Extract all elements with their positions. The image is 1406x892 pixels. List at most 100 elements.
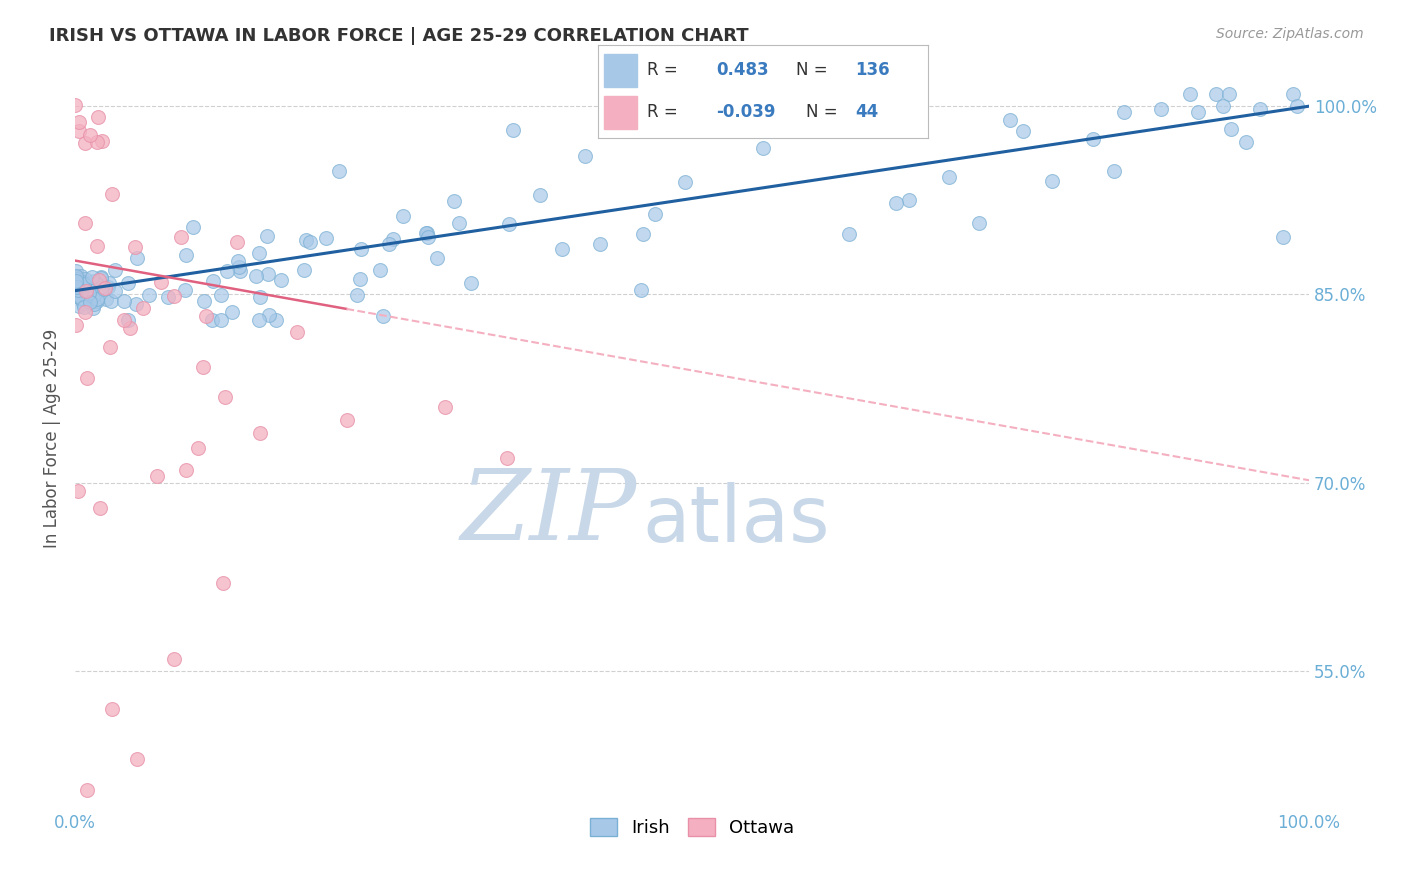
Point bbox=[98, 340, 121, 354]
Text: -0.039: -0.039 bbox=[717, 103, 776, 121]
Point bbox=[87, 273, 110, 287]
Point bbox=[328, 163, 350, 178]
Point bbox=[65, 274, 87, 288]
Point bbox=[73, 279, 96, 293]
Text: R =: R = bbox=[647, 103, 683, 121]
Point bbox=[229, 264, 252, 278]
Point bbox=[118, 320, 141, 334]
Point bbox=[72, 284, 94, 298]
Text: 44: 44 bbox=[855, 103, 879, 121]
Point bbox=[630, 283, 652, 297]
Point bbox=[264, 312, 287, 326]
Point bbox=[426, 251, 449, 265]
Point bbox=[65, 268, 87, 283]
Point bbox=[66, 276, 89, 290]
Point bbox=[247, 312, 270, 326]
Point bbox=[94, 293, 117, 307]
Point bbox=[70, 275, 93, 289]
Point bbox=[98, 277, 121, 291]
Point bbox=[117, 312, 139, 326]
Point bbox=[91, 134, 114, 148]
Text: ZIP: ZIP bbox=[460, 466, 637, 560]
Point bbox=[100, 187, 122, 202]
Point bbox=[117, 276, 139, 290]
Point bbox=[315, 230, 337, 244]
Point bbox=[101, 702, 124, 716]
Text: atlas: atlas bbox=[643, 483, 830, 558]
Point bbox=[67, 288, 90, 302]
Point bbox=[257, 267, 280, 281]
Point bbox=[72, 286, 94, 301]
Point bbox=[86, 135, 108, 149]
Point bbox=[83, 288, 105, 302]
Point bbox=[93, 282, 115, 296]
Point bbox=[73, 216, 96, 230]
Point bbox=[93, 281, 115, 295]
Point bbox=[63, 278, 86, 293]
Point bbox=[86, 293, 108, 308]
Point bbox=[214, 390, 236, 404]
Point bbox=[415, 226, 437, 240]
Point bbox=[221, 305, 243, 319]
Point bbox=[460, 276, 482, 290]
Point bbox=[63, 289, 86, 303]
Point bbox=[1112, 105, 1135, 120]
Point bbox=[75, 285, 97, 299]
Point bbox=[257, 308, 280, 322]
Point bbox=[125, 297, 148, 311]
Point bbox=[79, 128, 101, 142]
Point bbox=[443, 194, 465, 209]
Point bbox=[125, 251, 148, 265]
Point bbox=[350, 243, 373, 257]
Point bbox=[66, 280, 89, 294]
Text: 0.483: 0.483 bbox=[717, 61, 769, 78]
Point bbox=[65, 318, 87, 332]
Point bbox=[1218, 87, 1240, 101]
Text: N =: N = bbox=[806, 103, 842, 121]
Point bbox=[225, 235, 247, 249]
Point bbox=[90, 271, 112, 285]
Point bbox=[226, 254, 249, 268]
Point bbox=[72, 274, 94, 288]
Point bbox=[89, 500, 111, 515]
Point bbox=[938, 170, 960, 185]
Point bbox=[75, 294, 97, 309]
Text: IRISH VS OTTAWA IN LABOR FORCE | AGE 25-29 CORRELATION CHART: IRISH VS OTTAWA IN LABOR FORCE | AGE 25-… bbox=[49, 27, 749, 45]
Point bbox=[72, 277, 94, 292]
Point bbox=[335, 413, 357, 427]
Point bbox=[644, 207, 666, 221]
Point bbox=[529, 188, 551, 202]
Point bbox=[67, 123, 90, 137]
Point bbox=[228, 260, 250, 274]
Point bbox=[150, 275, 173, 289]
Point bbox=[967, 217, 990, 231]
Point bbox=[187, 441, 209, 455]
Point bbox=[104, 262, 127, 277]
Point bbox=[1180, 87, 1202, 101]
Point bbox=[73, 277, 96, 292]
Point bbox=[97, 280, 120, 294]
Point bbox=[65, 264, 87, 278]
Point bbox=[201, 312, 224, 326]
Point bbox=[217, 264, 239, 278]
Point bbox=[295, 233, 318, 247]
Point bbox=[434, 401, 457, 415]
Point bbox=[551, 242, 574, 256]
Point bbox=[1271, 230, 1294, 244]
Text: R =: R = bbox=[647, 61, 683, 78]
Point bbox=[382, 231, 405, 245]
Point bbox=[76, 783, 98, 797]
Point bbox=[496, 450, 519, 465]
Point bbox=[82, 289, 104, 303]
Point bbox=[75, 289, 97, 303]
Point bbox=[299, 235, 322, 250]
Point bbox=[125, 752, 148, 766]
Point bbox=[193, 360, 215, 375]
Point bbox=[256, 229, 278, 244]
Point bbox=[100, 294, 122, 309]
Point bbox=[502, 123, 524, 137]
Point bbox=[86, 239, 108, 253]
Point bbox=[124, 239, 146, 253]
Point bbox=[1234, 135, 1257, 149]
Point bbox=[897, 194, 920, 208]
